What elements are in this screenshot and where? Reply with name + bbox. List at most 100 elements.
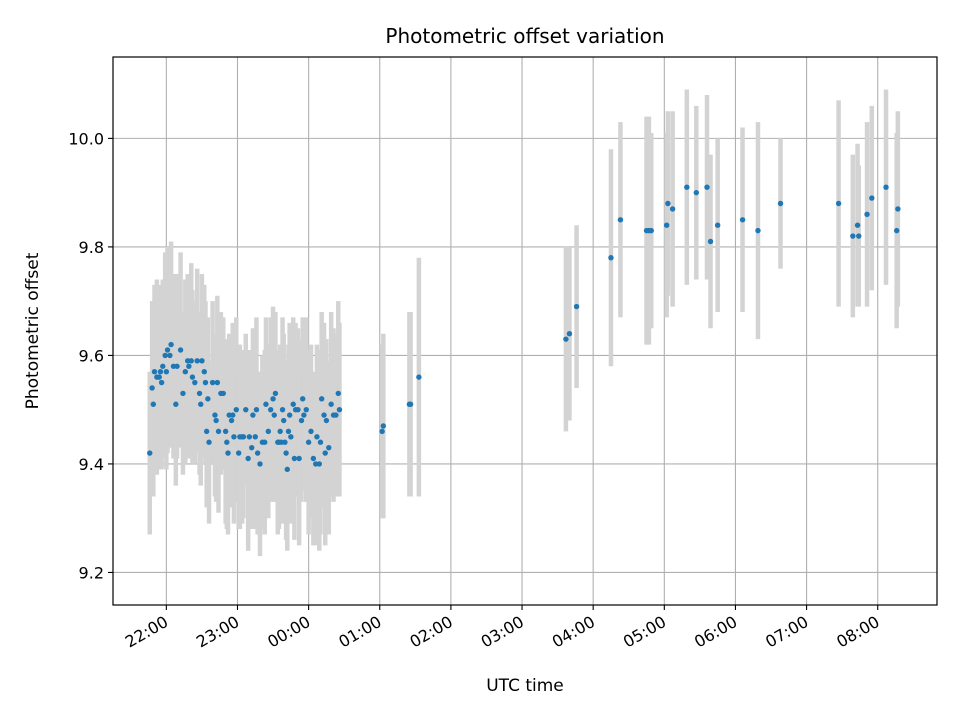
data-point: [206, 439, 212, 445]
chart-title: Photometric offset variation: [385, 24, 664, 48]
data-point: [220, 390, 226, 397]
data-point: [214, 379, 221, 386]
data-point: [189, 374, 196, 380]
data-point: [617, 217, 624, 223]
data-point: [285, 428, 292, 435]
data-point: [305, 439, 312, 445]
data-point: [416, 374, 422, 380]
data-point: [298, 417, 305, 424]
data-point: [322, 450, 328, 456]
data-point: [669, 206, 676, 212]
data-point: [665, 200, 671, 207]
data-point: [158, 379, 165, 386]
data-point: [573, 303, 580, 310]
data-point: [198, 401, 204, 407]
data-point: [663, 222, 670, 228]
data-point: [283, 450, 289, 456]
data-point: [257, 461, 263, 467]
data-point: [272, 390, 279, 397]
data-point: [202, 379, 209, 386]
data-point: [869, 195, 875, 201]
data-point: [314, 434, 320, 440]
data-point: [380, 423, 387, 429]
data-point: [225, 450, 231, 456]
data-point: [704, 184, 710, 190]
data-point: [265, 428, 272, 435]
data-point: [288, 434, 294, 440]
data-point: [230, 412, 236, 418]
data-point: [323, 417, 330, 424]
data-point: [249, 444, 255, 451]
data-point: [194, 358, 200, 364]
data-point: [199, 358, 205, 364]
data-point: [895, 206, 901, 212]
data-point: [328, 401, 334, 407]
data-point: [854, 222, 861, 228]
data-point: [253, 406, 260, 413]
data-point: [228, 417, 235, 424]
grid: [113, 57, 937, 605]
data-point: [281, 417, 287, 424]
data-point: [290, 401, 296, 407]
data-point: [407, 401, 414, 407]
data-point: [177, 347, 184, 353]
data-point: [693, 189, 700, 196]
data-point: [286, 412, 293, 418]
data-point: [163, 368, 170, 375]
data-point: [739, 217, 746, 223]
y-axis: 9.2 9.4 9.6 9.8 10.0: [68, 129, 113, 582]
data-point: [318, 396, 325, 402]
data-point: [201, 368, 207, 375]
data-point: [777, 200, 784, 207]
data-point: [252, 434, 258, 440]
data-point: [566, 331, 573, 337]
data-point: [243, 406, 249, 413]
y-tick-label: 9.2: [79, 563, 104, 582]
y-tick-label: 9.6: [79, 346, 104, 365]
data-point: [296, 455, 302, 462]
y-axis-title: Photometric offset: [23, 252, 43, 409]
data-point: [196, 390, 203, 397]
data-point: [299, 396, 306, 402]
data-point: [648, 227, 654, 234]
data-point: [270, 396, 276, 402]
data-point: [222, 428, 229, 435]
data-point: [205, 396, 211, 402]
data-point: [310, 455, 317, 462]
data-point: [186, 363, 192, 369]
data-point: [317, 439, 324, 445]
data-point: [563, 336, 569, 342]
y-tick-label: 9.4: [79, 455, 104, 474]
data-point: [835, 200, 842, 207]
data-point: [295, 406, 301, 413]
data-point: [180, 390, 186, 397]
data-point: [279, 406, 286, 413]
data-point: [608, 255, 614, 261]
data-point: [168, 341, 174, 348]
data-point: [162, 352, 168, 359]
data-point: [149, 385, 155, 391]
data-point: [156, 374, 162, 380]
data-point: [321, 412, 327, 418]
data-point: [336, 406, 343, 413]
data-point: [379, 428, 385, 435]
data-point: [308, 428, 314, 435]
data-point: [714, 222, 721, 228]
data-point: [235, 450, 242, 456]
data-point: [303, 406, 309, 413]
data-point: [707, 238, 714, 245]
data-point: [160, 363, 166, 369]
data-point: [864, 211, 870, 218]
data-point: [755, 227, 761, 234]
data-point: [215, 428, 222, 435]
data-point: [333, 412, 339, 418]
data-point: [301, 412, 307, 418]
data-point: [182, 368, 189, 375]
data-point: [174, 363, 180, 369]
data-points: [147, 184, 901, 473]
data-point: [326, 444, 332, 451]
data-point: [167, 352, 173, 359]
data-point: [231, 434, 237, 440]
data-point: [291, 455, 298, 462]
data-point: [262, 439, 268, 445]
